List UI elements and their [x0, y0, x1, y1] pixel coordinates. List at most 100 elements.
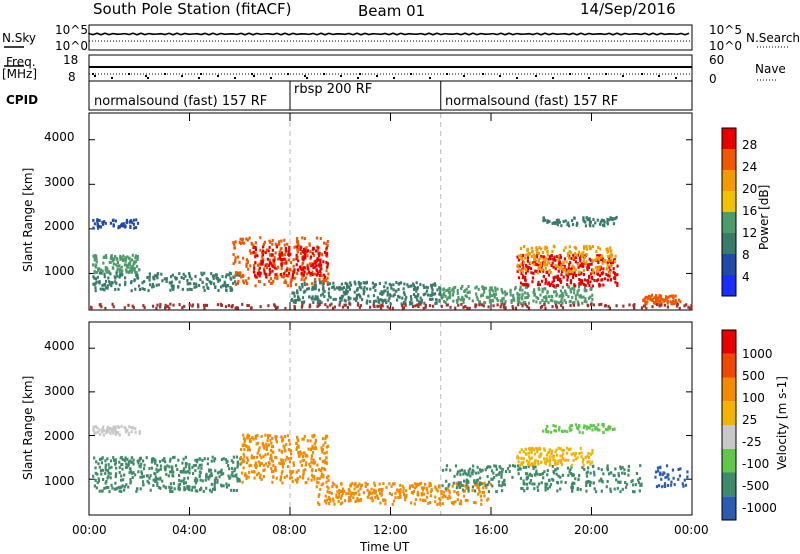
power-echo [566, 283, 568, 286]
velocity-echo [571, 424, 573, 427]
velocity-echo [323, 452, 325, 455]
power-echo [303, 266, 305, 269]
power-echo [552, 266, 554, 269]
velocity-echo [627, 474, 629, 477]
velocity-echo [234, 467, 236, 470]
velocity-echo [548, 479, 550, 482]
power-echo [551, 299, 553, 302]
power-echo [326, 246, 328, 249]
power-echo [280, 247, 282, 250]
power-echo [493, 293, 495, 296]
velocity-echo [517, 460, 519, 463]
velocity-echo [290, 452, 292, 455]
power-echo [559, 267, 561, 270]
velocity-echo [127, 464, 129, 467]
power-echo [457, 299, 459, 302]
power-echo [245, 265, 247, 268]
power-echo [522, 254, 524, 257]
power-echo [483, 301, 485, 304]
velocity-echo [279, 479, 281, 482]
power-echo [537, 281, 539, 284]
power-echo [181, 306, 183, 309]
power-echo [544, 287, 546, 290]
power-echo [316, 237, 318, 240]
power-echo [367, 295, 369, 298]
power-echo [314, 273, 316, 276]
power-echo [525, 253, 527, 256]
velocity-echo [381, 488, 383, 491]
velocity-echo [542, 476, 544, 479]
power-echo [233, 242, 235, 245]
power-echo [114, 280, 116, 283]
velocity-echo [181, 462, 183, 465]
velocity-echo [297, 438, 299, 441]
velocity-echo [566, 430, 568, 433]
power-echo [126, 221, 128, 224]
velocity-echo [97, 431, 99, 434]
velocity-echo [624, 481, 626, 484]
power-echo [113, 258, 115, 261]
velocity-echo [382, 482, 384, 485]
power-echo [542, 216, 544, 219]
velocity-echo [377, 497, 379, 500]
velocity-echo [244, 439, 246, 442]
velocity-echo [659, 466, 661, 469]
power-echo [420, 297, 422, 300]
velocity-echo [415, 498, 417, 501]
power-echo [599, 223, 601, 226]
velocity-echo [523, 457, 525, 460]
power-echo [213, 274, 215, 277]
power-echo [403, 291, 405, 294]
freq-spike [128, 73, 130, 75]
power-echo [156, 284, 158, 287]
freq-spike [569, 73, 571, 75]
velocity-echo [260, 456, 262, 459]
power-echo [125, 270, 127, 273]
power-echo [597, 278, 599, 281]
power-echo [397, 288, 399, 291]
velocity-echo [530, 451, 532, 454]
velocity-echo [601, 479, 603, 482]
velocity-echo [288, 448, 290, 451]
power-echo [296, 272, 298, 275]
power-echo [320, 253, 322, 256]
velocity-echo [316, 485, 318, 488]
power-echo [409, 301, 411, 304]
velocity-echo [577, 428, 579, 431]
power-echo [267, 258, 269, 261]
velocity-echo [195, 481, 197, 484]
velocity-echo [236, 477, 238, 480]
velocity-echo [348, 500, 350, 503]
power-echo [377, 305, 379, 308]
velocity-colorbar-band [722, 425, 736, 449]
power-echo [234, 260, 236, 263]
velocity-echo [126, 429, 128, 432]
velocity-echo [282, 465, 284, 468]
velocity-echo [316, 477, 318, 480]
velocity-echo [469, 475, 471, 478]
power-echo [609, 271, 611, 274]
power-echo [146, 276, 148, 279]
power-echo [580, 252, 582, 255]
freq-spike [304, 75, 306, 77]
power-colorbar-band [722, 128, 736, 149]
power-echo [569, 304, 571, 307]
power-echo [586, 253, 588, 256]
power-echo [217, 289, 219, 292]
velocity-echo [571, 453, 573, 456]
velocity-echo [419, 498, 421, 501]
power-echo [202, 281, 204, 284]
power-echo [114, 288, 116, 291]
power-echo [496, 288, 498, 291]
power-echo [317, 296, 319, 299]
power-echo [687, 306, 689, 309]
velocity-echo [120, 479, 122, 482]
velocity-echo [301, 438, 303, 441]
velocity-echo [536, 449, 538, 452]
power-echo [103, 284, 105, 287]
power-echo [203, 272, 205, 275]
power-echo [255, 246, 257, 249]
power-echo [109, 283, 111, 286]
velocity-echo [99, 433, 101, 436]
power-echo [186, 279, 188, 282]
